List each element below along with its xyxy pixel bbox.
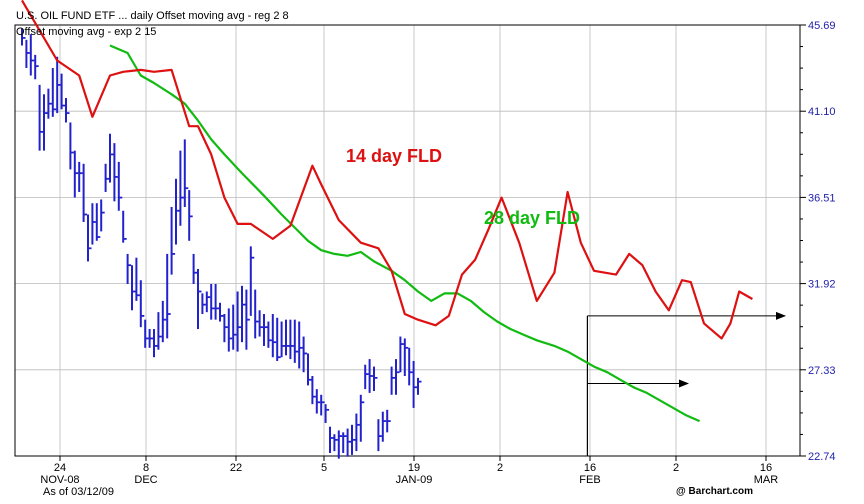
fld28-line (109, 44, 701, 423)
fld14-line (21, 0, 753, 340)
x-month-label: NOV-08 (40, 474, 79, 486)
x-tick-label: 24 (54, 462, 66, 474)
source-credit: @ Barchart.com (676, 486, 753, 497)
x-tick-label: 5 (321, 462, 327, 474)
x-month-label: JAN-09 (396, 474, 433, 486)
annotation-14-day-fld: 14 day FLD (346, 146, 442, 166)
y-tick-label: 27.33 (808, 365, 836, 377)
y-tick-label: 31.92 (808, 279, 836, 291)
x-tick-label: 19 (408, 462, 420, 474)
x-tick-label: 2 (497, 462, 503, 474)
as-of-date: As of 03/12/09 (43, 486, 114, 498)
grid-lines (15, 24, 800, 457)
annotation-28-day-fld: 28 day FLD (484, 208, 580, 228)
x-month-label: DEC (134, 474, 157, 486)
x-tick-label: 8 (143, 462, 149, 474)
x-tick-label: 16 (584, 462, 596, 474)
legend-ema: Offset moving avg - exp 2 15 (16, 26, 157, 38)
y-tick-label: 41.10 (808, 106, 836, 118)
y-axis: 45.69 41.10 36.51 31.92 27.33 22.74 (800, 20, 836, 463)
y-tick-label: 22.74 (808, 451, 836, 463)
y-tick-label: 36.51 (808, 192, 836, 204)
x-tick-label: 16 (760, 462, 772, 474)
plot-frame (14, 24, 801, 457)
x-month-label: MAR (754, 474, 779, 486)
x-tick-label: 2 (673, 462, 679, 474)
y-tick-label: 45.69 (808, 20, 836, 32)
x-month-label: FEB (579, 474, 600, 486)
projection-lines (586, 311, 786, 456)
x-tick-label: 22 (230, 462, 242, 474)
legend-title: U.S. OIL FUND ETF ... daily Offset movin… (16, 10, 289, 22)
price-bars (21, 28, 422, 459)
